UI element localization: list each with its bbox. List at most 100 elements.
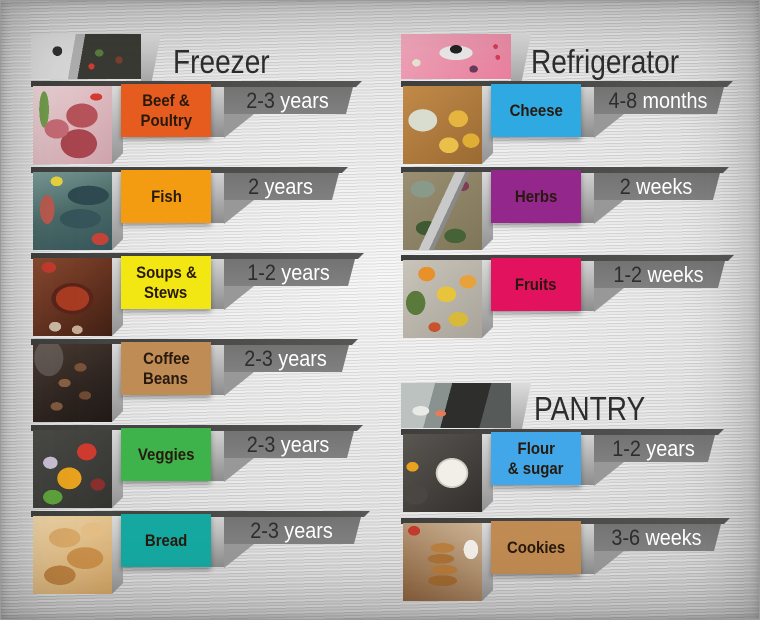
duration-unit: years: [264, 173, 313, 199]
duration-value: 1-2 years: [237, 259, 341, 286]
duration-number: 2-3: [246, 87, 275, 113]
duration-value: 1-2 years: [606, 435, 701, 462]
label-side-edge: [581, 173, 594, 223]
ribbon-fold: [224, 544, 254, 568]
cookies-photo: [403, 523, 482, 601]
ribbon-fold: [224, 372, 254, 396]
duration-unit: years: [646, 435, 695, 461]
duration-value: 1-2 weeks: [607, 261, 711, 288]
food-label: Bread: [121, 514, 211, 567]
refrigerator-header-photo: [401, 34, 511, 79]
photo-side-edge: [112, 86, 123, 164]
food-label-line2: & sugar: [508, 458, 564, 478]
food-label-line1: Cheese: [509, 100, 563, 120]
label-side-edge: [581, 87, 594, 137]
photo-side-edge: [112, 258, 123, 336]
food-label: Herbs: [491, 170, 581, 223]
food-label-line1: Veggies: [137, 444, 195, 464]
food-label-line1: Fish: [150, 186, 182, 206]
label-side-edge: [211, 431, 224, 481]
food-label: Flour & sugar: [491, 432, 581, 485]
label-side-edge: [211, 517, 224, 567]
food-label: Fruits: [491, 258, 581, 311]
ribbon-fold: [594, 288, 624, 312]
row-coffee-beans: Coffee Beans 2-3 years: [31, 339, 349, 427]
food-label-line1: Bread: [144, 530, 188, 550]
duration-number: 3-6: [611, 524, 641, 550]
ribbon-fold: [594, 462, 624, 486]
row-flour-sugar: Flour & sugar 1-2 years: [401, 429, 715, 517]
coffee-beans-photo: [33, 344, 112, 422]
bread-photo: [33, 516, 112, 594]
duration-number: 2-3: [250, 517, 279, 543]
food-label-line1: Cookies: [506, 537, 566, 557]
label-side-edge: [211, 87, 224, 137]
row-beef-poultry: Beef & Poultry 2-3 years: [31, 81, 353, 169]
label-side-edge: [211, 345, 224, 395]
row-soups-stews: Soups & Stews 1-2 years: [31, 253, 355, 341]
row-veggies: Veggies 2-3 years: [31, 425, 354, 513]
row-cheese: Cheese 4-8 months: [401, 81, 724, 169]
food-label: Cookies: [491, 521, 581, 574]
duration-value: 2-3 years: [237, 87, 339, 114]
duration-number: 2-3: [246, 431, 276, 457]
pantry-header-photo: [401, 383, 511, 428]
pantry-header: PANTRY: [401, 383, 731, 435]
duration-number: 2-3: [244, 345, 273, 371]
photo-side-edge: [482, 172, 493, 250]
food-label-line1: Flour: [517, 439, 555, 459]
duration-value: 4-8 months: [607, 87, 710, 114]
fish-photo: [33, 172, 112, 250]
ribbon-fold: [224, 458, 254, 482]
food-label: Fish: [121, 170, 211, 223]
duration-value: 2 years: [236, 173, 325, 200]
freezer-header-edge: [141, 34, 161, 83]
duration-number: 1-2: [247, 259, 276, 285]
food-label-line2: Poultry: [140, 110, 192, 130]
food-label-line1: Soups &: [135, 263, 197, 283]
duration-unit: years: [280, 431, 330, 457]
food-label: Soups & Stews: [121, 256, 211, 309]
row-cookies: Cookies 3-6 weeks: [401, 518, 721, 606]
label-side-edge: [581, 524, 594, 574]
food-label-line1: Fruits: [515, 274, 557, 294]
row-herbs: Herbs 2 weeks: [401, 167, 720, 255]
duration-unit: weeks: [636, 173, 693, 199]
duration-number: 2: [619, 173, 631, 199]
herbs-photo: [403, 172, 482, 250]
beef-poultry-photo: [33, 86, 112, 164]
freezer-header-photo: [31, 34, 141, 79]
food-label: Beef & Poultry: [121, 84, 211, 137]
duration-number: 4-8: [608, 87, 638, 113]
pantry-header-edge: [511, 383, 531, 432]
ribbon-fold: [224, 286, 254, 310]
row-fruits: Fruits 1-2 weeks: [401, 255, 725, 343]
label-side-edge: [581, 435, 594, 485]
duration-unit: weeks: [647, 261, 704, 287]
photo-side-edge: [112, 172, 123, 250]
flour-sugar-photo: [403, 434, 482, 512]
label-side-edge: [211, 173, 224, 223]
fruits-photo: [403, 260, 482, 338]
duration-unit: weeks: [645, 524, 702, 550]
duration-number: 1-2: [613, 261, 643, 287]
photo-side-edge: [112, 430, 123, 508]
freezer-title: Freezer: [173, 43, 270, 80]
photo-side-edge: [112, 344, 123, 422]
row-bread: Bread 2-3 years: [31, 511, 361, 599]
ribbon-fold: [594, 114, 624, 138]
food-label-line1: Beef &: [142, 91, 190, 111]
food-label-line1: Coffee: [142, 349, 190, 369]
row-fish: Fish 2 years: [31, 167, 339, 255]
label-side-edge: [581, 261, 594, 311]
ribbon-fold: [594, 200, 624, 224]
ribbon-fold: [594, 551, 624, 575]
cheese-photo: [403, 86, 482, 164]
food-label-line2: Stews: [144, 282, 188, 302]
veggies-photo: [33, 430, 112, 508]
food-label-line2: Beans: [143, 368, 189, 388]
ribbon-fold: [224, 114, 254, 138]
freezer-header: Freezer: [31, 34, 361, 86]
pantry-title: PANTRY: [534, 390, 646, 427]
